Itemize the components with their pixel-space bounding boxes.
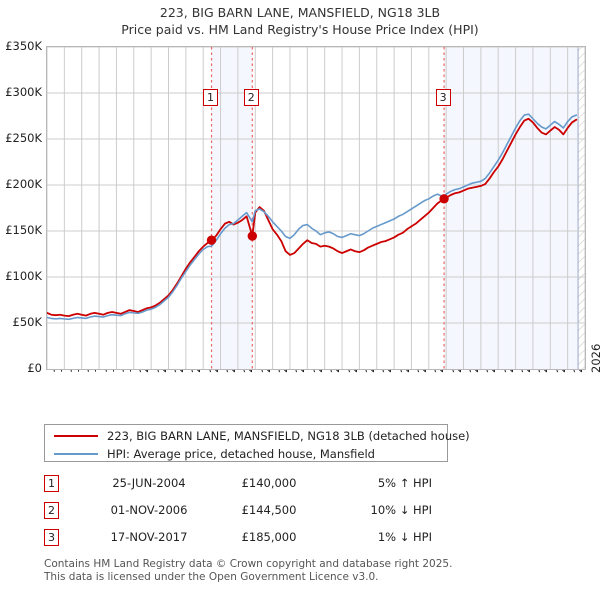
y-axis-tick-label: £250K [5,131,42,145]
transaction-marker-2: 2 [44,502,59,519]
transaction-hpi-delta-2: 10% ↓ HPI [370,503,432,517]
plot-area [46,46,586,370]
transaction-date-1: 25-JUN-2004 [112,476,186,490]
legend-entry-price-paid: 223, BIG BARN LANE, MANSFIELD, NG18 3LB … [45,426,470,445]
legend-label-price-paid: 223, BIG BARN LANE, MANSFIELD, NG18 3LB … [107,428,470,443]
transaction-points [206,194,449,245]
transaction-marker-3: 3 [44,529,59,546]
legend-entry-hpi: HPI: Average price, detached house, Mans… [45,444,447,463]
y-axis-tick-label: £350K [5,39,42,53]
chart-marker-2: 2 [243,89,259,106]
data-series [47,113,578,321]
chart-legend: 223, BIG BARN LANE, MANSFIELD, NG18 3LB … [44,424,470,463]
gridlines [47,47,585,369]
chart-marker-1: 1 [203,89,219,106]
legend-label-hpi: HPI: Average price, detached house, Mans… [107,446,375,461]
page-title: 223, BIG BARN LANE, MANSFIELD, NG18 3LB [159,5,441,20]
chart-title-block: 223, BIG BARN LANE, MANSFIELD, NG18 3LB … [0,4,600,38]
legend-swatch-hpi [54,452,98,455]
y-axis-tick-label: £100K [5,269,42,283]
legend-swatch-price-paid [54,434,98,437]
transaction-price-2: £144,500 [241,503,297,517]
price-history-chart [47,47,585,369]
table-row: 2 01-NOV-2006 £144,500 10% ↓ HPI [44,499,464,526]
transaction-price-1: £140,000 [241,476,297,490]
table-row: 3 17-NOV-2017 £185,000 1% ↓ HPI [44,526,464,553]
transaction-price-3: £185,000 [241,530,297,544]
y-axis-tick-label: £200K [5,177,42,191]
transaction-date-3: 17-NOV-2017 [110,530,188,544]
footer-line-1: Contains HM Land Registry data © Crown c… [44,558,453,570]
page-subtitle: Price paid vs. HM Land Registry's House … [121,22,479,37]
transaction-hpi-delta-3: 1% ↓ HPI [377,530,432,544]
transaction-marker-1: 1 [44,475,59,492]
transactions-table: 1 25-JUN-2004 £140,000 5% ↑ HPI 2 01-NOV… [44,472,464,553]
y-axis-tick-label: £300K [5,85,42,99]
hatched-span [577,47,585,369]
transaction-date-2: 01-NOV-2006 [110,503,188,517]
y-axis-tick-label: £50K [12,315,43,329]
footer-line-2: This data is licensed under the Open Gov… [44,570,379,583]
shaded-spans [211,47,579,369]
table-row: 1 25-JUN-2004 £140,000 5% ↑ HPI [44,472,464,499]
chart-marker-3: 3 [435,89,451,106]
y-axis-tick-label: £0 [27,361,42,375]
transaction-hpi-delta-1: 5% ↑ HPI [377,476,432,490]
footer-attribution: Contains HM Land Registry data © Crown c… [44,558,584,583]
y-axis-tick-label: £150K [5,223,42,237]
marker-vertical-lines [210,47,445,369]
